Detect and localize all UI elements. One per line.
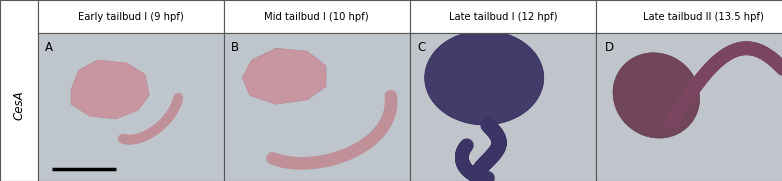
Text: Mid tailbud I (10 hpf): Mid tailbud I (10 hpf)	[264, 12, 369, 22]
Text: C: C	[418, 41, 425, 54]
Text: Late tailbud II (13.5 hpf): Late tailbud II (13.5 hpf)	[644, 12, 764, 22]
Ellipse shape	[613, 53, 700, 138]
Polygon shape	[71, 60, 149, 119]
Text: Early tailbud I (9 hpf): Early tailbud I (9 hpf)	[77, 12, 184, 22]
Text: A: A	[45, 41, 53, 54]
Text: Late tailbud I (12 hpf): Late tailbud I (12 hpf)	[449, 12, 557, 22]
Text: B: B	[231, 41, 239, 54]
Polygon shape	[242, 48, 326, 104]
Circle shape	[425, 31, 543, 125]
Text: CesA: CesA	[13, 90, 25, 120]
Text: D: D	[604, 41, 614, 54]
